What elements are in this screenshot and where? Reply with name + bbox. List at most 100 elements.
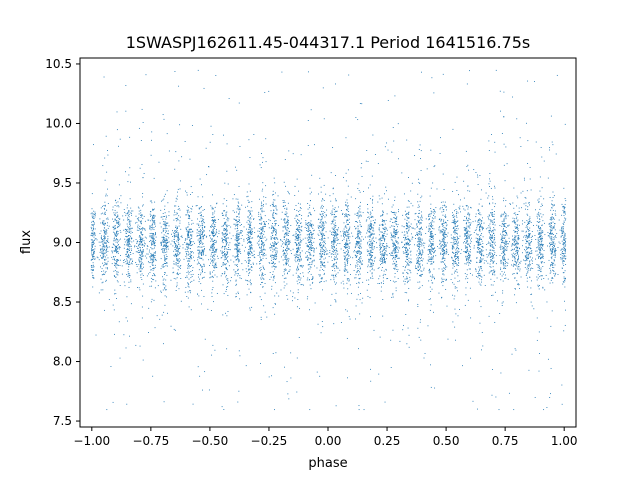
data-point	[153, 220, 155, 222]
data-point	[310, 239, 312, 241]
data-point	[126, 261, 128, 263]
data-point	[202, 231, 204, 233]
data-point	[342, 232, 344, 234]
data-point	[177, 263, 179, 264]
data-point	[386, 243, 388, 245]
data-point	[394, 250, 395, 252]
data-point	[114, 269, 116, 271]
data-point	[307, 230, 308, 232]
data-point	[391, 206, 393, 208]
data-point	[265, 161, 267, 163]
data-point	[247, 205, 249, 207]
data-point	[271, 247, 273, 249]
data-point	[131, 241, 133, 243]
data-point	[211, 212, 213, 214]
data-point	[370, 250, 372, 252]
data-point	[210, 310, 212, 312]
data-point	[129, 240, 131, 242]
data-point	[198, 256, 200, 258]
data-point	[345, 180, 347, 182]
data-point	[320, 239, 322, 241]
data-point	[346, 224, 348, 225]
data-point	[128, 240, 129, 242]
data-point	[378, 228, 380, 230]
data-point	[294, 297, 296, 299]
data-point	[336, 266, 338, 268]
data-point	[337, 206, 339, 208]
data-point	[240, 231, 242, 233]
data-point	[332, 234, 334, 236]
data-point	[259, 270, 261, 272]
data-point	[381, 197, 383, 199]
data-point	[333, 251, 334, 253]
data-point	[176, 244, 178, 246]
data-point	[188, 232, 190, 233]
data-point	[386, 233, 388, 235]
data-point	[225, 234, 227, 236]
data-point	[348, 258, 350, 259]
data-point	[347, 261, 349, 263]
data-point	[384, 223, 386, 225]
data-point	[349, 318, 351, 320]
data-point	[238, 261, 239, 263]
data-point	[393, 217, 395, 219]
data-point	[186, 230, 188, 232]
data-point	[236, 169, 238, 171]
data-point	[299, 252, 301, 254]
data-point	[382, 258, 384, 260]
data-point	[232, 210, 234, 212]
data-point	[349, 284, 351, 286]
data-point	[347, 249, 349, 251]
data-point	[151, 224, 153, 226]
data-point	[165, 225, 167, 227]
data-point	[273, 244, 275, 246]
data-point	[307, 223, 309, 224]
data-point	[285, 243, 287, 245]
data-point	[103, 76, 105, 78]
data-point	[321, 264, 323, 266]
data-point	[223, 293, 225, 295]
data-point	[308, 232, 310, 234]
data-point	[242, 269, 244, 271]
data-point	[274, 268, 276, 270]
data-point	[393, 230, 395, 232]
data-point	[369, 239, 371, 241]
data-point	[211, 219, 213, 221]
data-point	[335, 232, 337, 234]
data-point	[335, 276, 337, 278]
data-point	[281, 240, 283, 242]
data-point	[213, 232, 215, 234]
data-point	[127, 256, 129, 258]
data-point	[162, 282, 164, 284]
data-point	[137, 218, 139, 220]
data-point	[325, 248, 327, 250]
data-point	[105, 258, 107, 260]
data-point	[165, 242, 167, 244]
data-point	[141, 317, 143, 319]
data-point	[313, 241, 315, 243]
data-point	[384, 253, 386, 255]
data-point	[288, 238, 289, 240]
data-point	[274, 258, 276, 260]
data-point	[128, 260, 130, 262]
data-point	[248, 139, 250, 141]
data-point	[178, 260, 180, 262]
data-point	[324, 227, 326, 229]
data-point	[151, 200, 153, 202]
data-point	[113, 220, 115, 222]
data-point	[322, 228, 324, 229]
data-point	[225, 239, 227, 241]
data-point	[213, 265, 215, 267]
data-point	[212, 219, 213, 221]
data-point	[128, 255, 130, 257]
data-point	[105, 256, 106, 258]
data-point	[346, 246, 348, 248]
data-point	[369, 226, 371, 227]
data-point	[320, 254, 322, 255]
data-point	[310, 241, 312, 243]
data-point	[107, 222, 109, 224]
data-point	[188, 236, 190, 238]
data-point	[346, 215, 348, 217]
data-point	[372, 206, 374, 208]
data-point	[107, 188, 108, 190]
